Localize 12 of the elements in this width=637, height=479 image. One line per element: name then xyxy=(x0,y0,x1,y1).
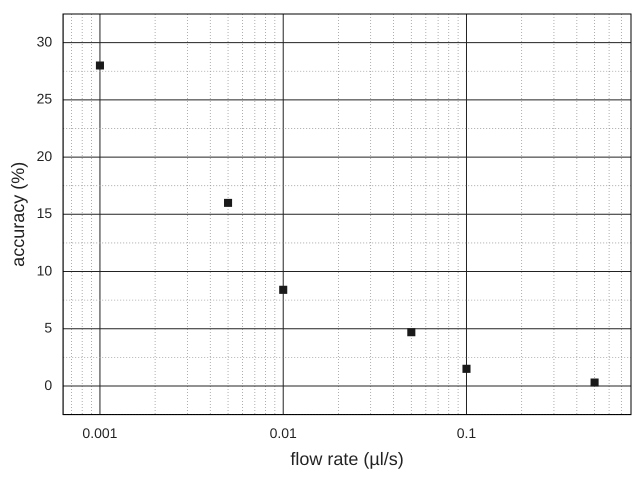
x-tick-label: 0.1 xyxy=(456,424,476,441)
x-tick-label: 0.001 xyxy=(82,424,118,441)
x-tick-label: 0.01 xyxy=(270,424,298,441)
y-axis-title: accuracy (%) xyxy=(8,162,28,267)
y-tick-label: 25 xyxy=(36,90,52,107)
y-tick-label: 5 xyxy=(44,320,52,336)
y-tick-label: 30 xyxy=(36,33,52,50)
x-axis-title: flow rate (µl/s) xyxy=(290,449,404,470)
y-tick-label: 10 xyxy=(36,262,52,278)
y-tick-label: 20 xyxy=(36,148,52,164)
y-tick-label: 15 xyxy=(36,205,52,222)
y-tick-label: 0 xyxy=(44,376,52,393)
